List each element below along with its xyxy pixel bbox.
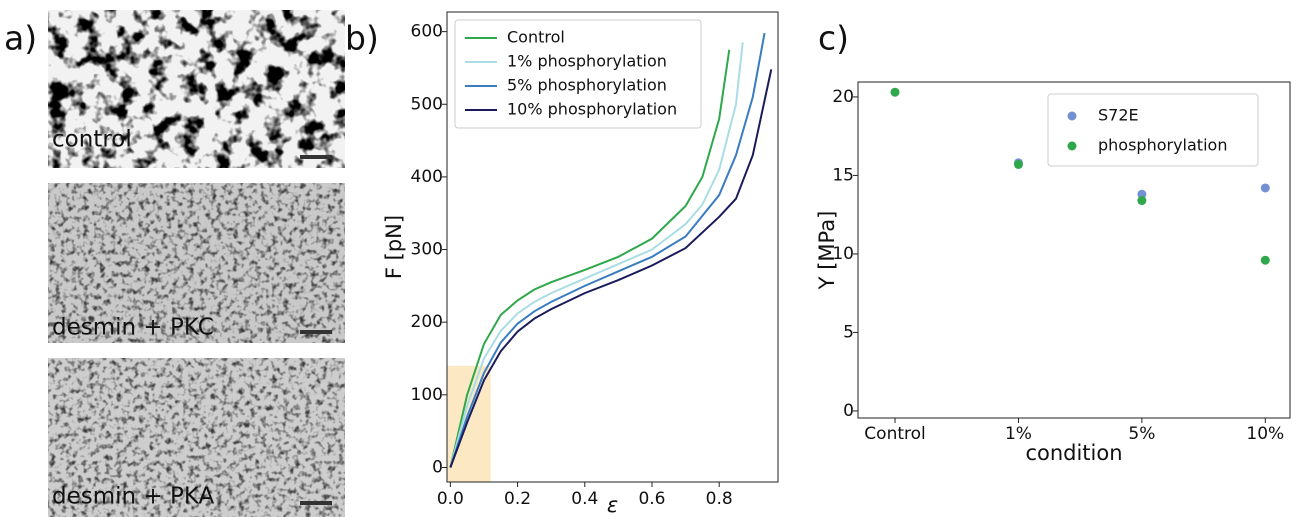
legend-box: [1047, 93, 1259, 167]
y-tick-label: 200: [411, 312, 443, 332]
data-point: [1137, 189, 1147, 199]
data-line: [449, 42, 744, 468]
y-tick-label: 10: [832, 244, 854, 264]
x-tick-label: 0.8: [706, 489, 733, 509]
y-tick-label: 400: [411, 167, 443, 187]
plot-frame: [857, 81, 1291, 419]
y-tick-label: 0: [432, 457, 443, 477]
legend-swatch: [1067, 141, 1077, 151]
data-point: [1260, 183, 1270, 193]
y-tick-label: 600: [411, 22, 443, 42]
legend-label: S72E: [1098, 106, 1139, 125]
micrograph-texture: [48, 183, 345, 343]
scale-bar: [300, 501, 332, 505]
y-axis-label: F [pN]: [382, 215, 406, 279]
highlight-region: [447, 365, 491, 482]
data-point: [1260, 255, 1270, 265]
x-tick-label: Control: [864, 424, 925, 444]
x-axis-label: ε: [607, 493, 618, 517]
y-tick-label: 100: [411, 385, 443, 405]
data-line: [449, 69, 773, 468]
x-tick-label: 1%: [1005, 424, 1032, 444]
x-axis-label: condition: [1025, 441, 1122, 465]
micrograph-caption: desmin + PKC: [52, 315, 214, 341]
data-point: [1013, 159, 1023, 169]
legend-box: [454, 19, 702, 129]
scale-bar: [300, 330, 332, 334]
legend-label: phosphorylation: [1098, 136, 1227, 155]
data-point: [890, 87, 900, 97]
panel-label: a): [4, 19, 37, 58]
x-tick-label: 10%: [1246, 424, 1284, 444]
data-line: [449, 32, 766, 468]
x-tick-label: 0.4: [571, 489, 598, 509]
y-tick-label: 20: [832, 87, 854, 107]
micrographs: a) control desmin + PKC desmin + PKA: [4, 10, 345, 517]
data-line: [449, 49, 731, 468]
micrograph-texture: [48, 10, 345, 168]
legend-swatch: [1067, 111, 1077, 121]
x-tick-label: 0.2: [504, 489, 531, 509]
y-tick-label: 0: [843, 401, 854, 421]
x-tick-label: 0.6: [638, 489, 665, 509]
legend-label: Control: [507, 28, 565, 47]
legend-label: 1% phosphorylation: [507, 52, 667, 71]
y-axis-label: Y [MPa]: [815, 211, 839, 291]
plot-frame: [446, 11, 779, 483]
micrograph-caption: desmin + PKA: [52, 484, 215, 510]
x-tick-label: 0.0: [437, 489, 464, 509]
micrograph-texture: [48, 358, 345, 517]
panel-label: c): [818, 19, 849, 58]
data-point: [1137, 196, 1147, 206]
y-tick-label: 500: [411, 94, 443, 114]
y-tick-label: 300: [411, 240, 443, 260]
y-tick-label: 15: [832, 165, 854, 185]
micrograph-caption: control: [52, 127, 132, 153]
x-tick-label: 5%: [1128, 424, 1155, 444]
scale-bar: [300, 155, 332, 159]
panel-label: b): [345, 19, 379, 58]
legend-label: 10% phosphorylation: [507, 100, 677, 119]
y-tick-label: 5: [843, 322, 854, 342]
legend-label: 5% phosphorylation: [507, 76, 667, 95]
